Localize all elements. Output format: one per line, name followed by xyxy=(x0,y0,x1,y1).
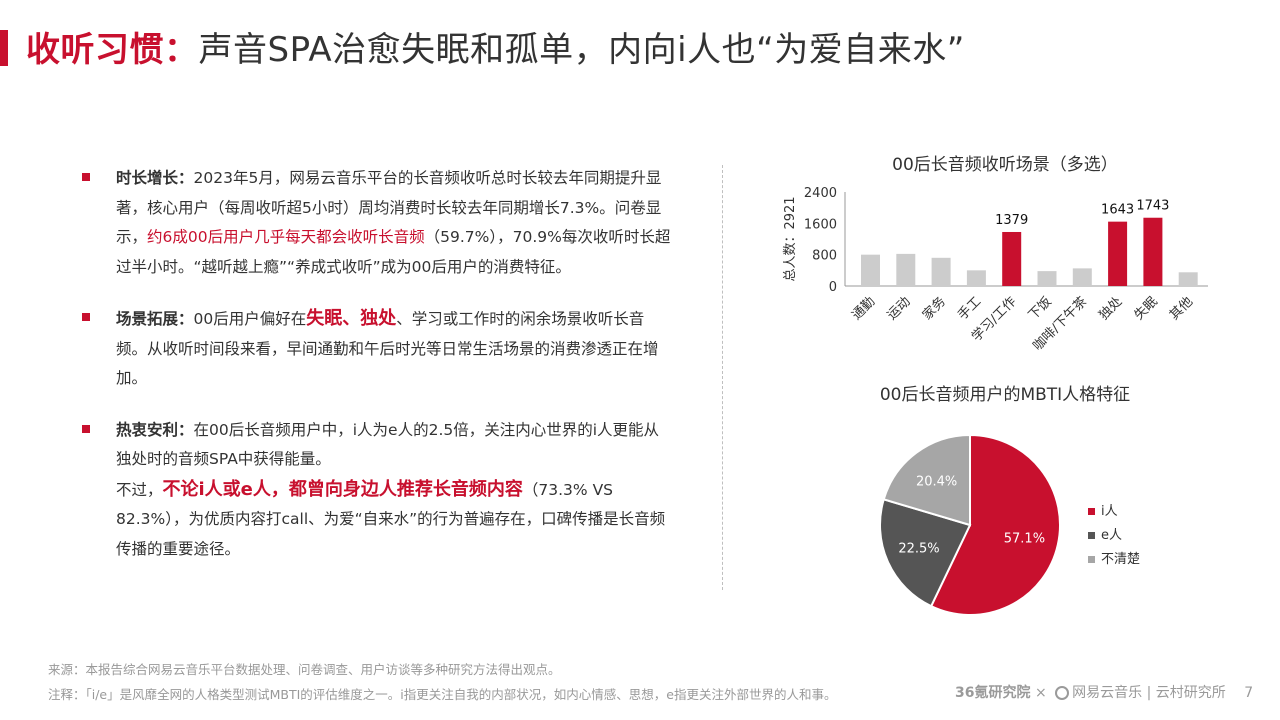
point-text: 2023年5月，网易云音乐平台的长音频收听总时长较去年同期提升显著，核心用户（每… xyxy=(116,169,662,246)
netease-logo-icon xyxy=(1055,686,1070,700)
legend-swatch xyxy=(1088,532,1095,539)
point-text: 在00后长音频用户中，i人为e人的2.5倍，关注内心世界的i人更能从独处时的音频… xyxy=(116,420,660,469)
legend-swatch xyxy=(1088,556,1095,563)
legend-item-unknown: 不清楚 xyxy=(1088,548,1140,572)
pie-slice-1 xyxy=(879,498,972,608)
point-colon: ： xyxy=(178,169,194,187)
point-recommend: 热衷安利：在00后长音频用户中，i人为e人的2.5倍，关注内心世界的i人更能从独… xyxy=(82,416,672,565)
y-tick-label: 2400 xyxy=(804,186,837,201)
title-accent-bar xyxy=(0,30,8,66)
logo-cloud: 云村研究所 xyxy=(1155,685,1226,701)
legend-label: e人 xyxy=(1101,528,1122,543)
page-number: 7 xyxy=(1244,685,1254,701)
point-label: 场景拓展 xyxy=(116,310,179,328)
footer-note: 注释：「i/e」是风靡全网的人格类型测试MBTI的评估维度之一。i指更关注自我的… xyxy=(48,687,837,702)
point-text-cont: （59.7%），70.9%每次收听时长超过半小时。“越听越上瘾”“养成式收听”成… xyxy=(116,228,671,276)
title-highlight: 收听习惯： xyxy=(26,30,199,70)
point-colon: ： xyxy=(178,420,194,439)
point-highlight: 约6成00后用户几乎每天都会收听长音频 xyxy=(147,228,425,246)
point-highlight: 不论i人或e人，都曾向身边人推荐长音频内容 xyxy=(162,478,523,500)
y-tick-label: 0 xyxy=(829,280,837,295)
point-scene: 场景拓展：00后用户偏好在失眠、独处、学习或工作时的闲余场景收听长音频。从收听时… xyxy=(82,304,672,394)
bar-7 xyxy=(1108,221,1128,286)
x-tick-label: 失眠 xyxy=(1132,294,1161,323)
x-tick-label: 独处 xyxy=(1096,294,1125,323)
pie-legend: i人 e人 不清楚 xyxy=(1088,500,1140,572)
point-text-cont: （73.3% VS 82.3%），为优质内容打call、为爱“自来水”的行为普遍… xyxy=(116,480,666,558)
y-tick-label: 1600 xyxy=(804,217,837,232)
point-text-cont: 、学习或工作时的闲余场景收听长音频。从收听时间段来看，早间通勤和午后时光等日常生… xyxy=(116,310,659,387)
pie-slice-2 xyxy=(882,433,971,527)
column-divider xyxy=(722,165,723,590)
logo-separator: | xyxy=(1146,685,1152,701)
x-tick-label: 下饭 xyxy=(1026,294,1055,323)
bar-2 xyxy=(931,257,951,286)
point-highlight: 失眠、独处 xyxy=(306,308,397,329)
logo-times: × xyxy=(1034,685,1047,701)
point-label: 时长增长 xyxy=(116,169,179,187)
bar-value-label: 1643 xyxy=(1101,203,1134,218)
point-text: 00后用户偏好在 xyxy=(193,310,307,328)
bar-value-label: 1379 xyxy=(995,213,1028,228)
legend-swatch xyxy=(1088,508,1095,515)
footer-source: 来源：本报告综合网易云音乐平台数据处理、问卷调查、用户访谈等多种研究方法得出观点… xyxy=(48,662,561,677)
bullet-square-icon xyxy=(82,173,90,181)
bar-4 xyxy=(1002,231,1022,286)
legend-item-e: e人 xyxy=(1088,524,1140,548)
bar-chart-title: 00后长音频收听场景（多选） xyxy=(892,155,1118,175)
bar-0 xyxy=(861,254,880,286)
x-tick-label: 其他 xyxy=(1167,294,1196,323)
x-tick-label: 运动 xyxy=(885,294,914,323)
pie-chart-title: 00后长音频用户的MBTI人格特征 xyxy=(879,385,1131,405)
x-tick-label: 家务 xyxy=(919,294,949,324)
footer-logos: 36氪研究院 × 网易云音乐 | 云村研究所 7 xyxy=(955,682,1253,702)
title-rest: 声音SPA治愈失眠和孤单，内向i人也“为爱自来水” xyxy=(198,30,965,70)
point-text-lead: 不过， xyxy=(116,480,163,499)
pie-label-2: 20.4% xyxy=(916,474,957,489)
legend-label: i人 xyxy=(1101,504,1118,519)
legend-item-i: i人 xyxy=(1088,500,1140,524)
x-tick-label: 手工 xyxy=(955,294,984,323)
logo-36kr: 36氪研究院 xyxy=(955,685,1031,701)
point-label: 热衷安利 xyxy=(116,420,179,439)
bar-9 xyxy=(1178,272,1198,286)
bullet-square-icon xyxy=(82,313,90,321)
text-column: 时长增长：2023年5月，网易云音乐平台的长音频收听总时长较去年同期提升显著，核… xyxy=(82,164,672,586)
bar-8 xyxy=(1143,217,1163,286)
logo-netease: 网易云音乐 xyxy=(1072,685,1143,701)
point-colon: ： xyxy=(178,310,194,328)
y-axis-label: 总人数：2921 xyxy=(783,196,798,281)
pie-label-1: 22.5% xyxy=(898,542,939,557)
bar-6 xyxy=(1072,268,1092,286)
bar-value-label: 1743 xyxy=(1136,199,1169,214)
x-tick-label: 通勤 xyxy=(849,294,878,323)
y-tick-label: 800 xyxy=(812,249,837,264)
bar-1 xyxy=(896,253,916,286)
bullet-square-icon xyxy=(82,424,90,433)
page-title: 收听习惯：声音SPA治愈失眠和孤单，内向i人也“为爱自来水” xyxy=(26,22,965,71)
legend-label: 不清楚 xyxy=(1101,552,1141,567)
bar-3 xyxy=(966,270,986,286)
pie-chart: 57.1% 22.5% 20.4% xyxy=(879,433,1061,616)
point-duration: 时长增长：2023年5月，网易云音乐平台的长音频收听总时长较去年同期提升显著，核… xyxy=(82,164,672,282)
bar-5 xyxy=(1037,271,1057,286)
pie-slice-0 xyxy=(929,433,1061,616)
pie-label-0: 57.1% xyxy=(1004,531,1045,546)
